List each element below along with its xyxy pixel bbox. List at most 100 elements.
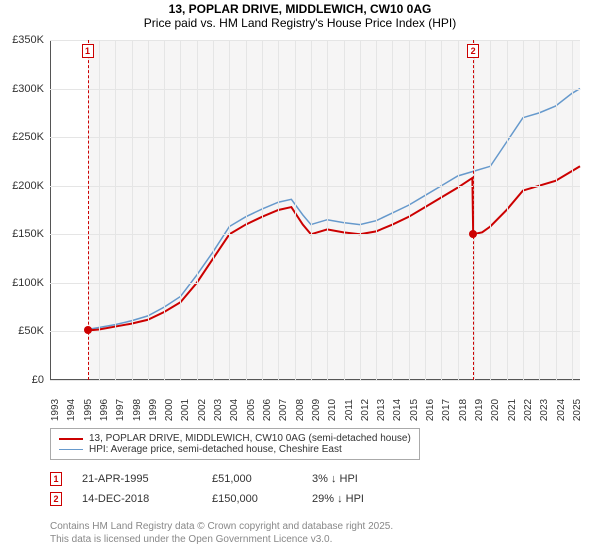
chart-svg (50, 40, 580, 380)
legend: 13, POPLAR DRIVE, MIDDLEWICH, CW10 0AG (… (50, 428, 580, 460)
grid-line-v (229, 40, 230, 380)
footer: Contains HM Land Registry data © Crown c… (50, 520, 580, 546)
x-tick-label: 2014 (392, 399, 403, 421)
x-tick-label: 1999 (148, 399, 159, 421)
y-axis-line (50, 40, 51, 380)
legend-box: 13, POPLAR DRIVE, MIDDLEWICH, CW10 0AG (… (50, 428, 420, 460)
x-tick-label: 2024 (556, 399, 567, 421)
marker-label: 2 (467, 44, 479, 58)
grid-line-v (490, 40, 491, 380)
y-tick-label: £0 (32, 374, 44, 386)
marker-point (84, 326, 92, 334)
x-tick-label: 2020 (490, 399, 501, 421)
grid-line-v (327, 40, 328, 380)
x-tick-label: 2025 (572, 399, 583, 421)
grid-line-h (50, 186, 580, 187)
x-tick-label: 2004 (229, 399, 240, 421)
x-tick-label: 2006 (262, 399, 273, 421)
legend-label: 13, POPLAR DRIVE, MIDDLEWICH, CW10 0AG (… (89, 433, 411, 444)
legend-row: HPI: Average price, semi-detached house,… (59, 444, 411, 455)
transaction-price: £150,000 (212, 493, 292, 505)
x-tick-label: 1997 (115, 399, 126, 421)
marker-vline (473, 40, 474, 380)
x-tick-label: 2008 (295, 399, 306, 421)
grid-line-h (50, 89, 580, 90)
grid-line-v (360, 40, 361, 380)
grid-line-v (523, 40, 524, 380)
x-tick-label: 2002 (197, 399, 208, 421)
grid-line-v (425, 40, 426, 380)
transaction-date: 14-DEC-2018 (82, 493, 192, 505)
x-tick-label: 2011 (344, 399, 355, 421)
x-tick-label: 2021 (507, 399, 518, 421)
grid-line-v (180, 40, 181, 380)
y-tick-label: £50K (18, 325, 44, 337)
grid-line-v (572, 40, 573, 380)
grid-line-v (441, 40, 442, 380)
y-tick-label: £350K (12, 34, 44, 46)
footer-line1: Contains HM Land Registry data © Crown c… (50, 520, 580, 533)
title-line2: Price paid vs. HM Land Registry's House … (0, 16, 600, 30)
grid-line-v (246, 40, 247, 380)
grid-line-h (50, 331, 580, 332)
x-tick-label: 2019 (474, 399, 485, 421)
grid-line-v (278, 40, 279, 380)
grid-line-v (262, 40, 263, 380)
y-tick-label: £100K (12, 277, 44, 289)
x-tick-label: 2012 (360, 399, 371, 421)
y-axis-labels: £0£50K£100K£150K£200K£250K£300K£350K (0, 40, 48, 380)
grid-line-v (295, 40, 296, 380)
y-tick-label: £300K (12, 83, 44, 95)
x-tick-label: 2000 (164, 399, 175, 421)
chart-title-block: 13, POPLAR DRIVE, MIDDLEWICH, CW10 0AG P… (0, 0, 600, 30)
x-tick-label: 1995 (83, 399, 94, 421)
transaction-row: 2 14-DEC-2018 £150,000 29% ↓ HPI (50, 492, 580, 506)
grid-line-v (376, 40, 377, 380)
legend-swatch (59, 438, 83, 440)
x-tick-label: 2009 (311, 399, 322, 421)
x-tick-label: 2010 (327, 399, 338, 421)
grid-line-v (409, 40, 410, 380)
title-line1: 13, POPLAR DRIVE, MIDDLEWICH, CW10 0AG (0, 2, 600, 16)
footer-line2: This data is licensed under the Open Gov… (50, 533, 580, 546)
legend-row: 13, POPLAR DRIVE, MIDDLEWICH, CW10 0AG (… (59, 433, 411, 444)
grid-line-h (50, 40, 580, 41)
transaction-pct: 29% ↓ HPI (312, 493, 402, 505)
grid-line-v (556, 40, 557, 380)
x-tick-label: 2003 (213, 399, 224, 421)
legend-swatch (59, 449, 83, 451)
x-tick-label: 2018 (458, 399, 469, 421)
x-tick-label: 2022 (523, 399, 534, 421)
x-axis-labels: 1993199419951996199719981999200020012002… (50, 382, 580, 422)
grid-line-v (132, 40, 133, 380)
x-tick-label: 2023 (539, 399, 550, 421)
x-tick-label: 2017 (441, 399, 452, 421)
x-tick-label: 1994 (66, 399, 77, 421)
legend-label: HPI: Average price, semi-detached house,… (89, 444, 342, 455)
transaction-pct: 3% ↓ HPI (312, 473, 402, 485)
transaction-marker: 2 (50, 492, 62, 506)
grid-line-v (344, 40, 345, 380)
grid-line-v (507, 40, 508, 380)
y-tick-label: £200K (12, 180, 44, 192)
x-tick-label: 2005 (246, 399, 257, 421)
grid-line-v (99, 40, 100, 380)
chart-area: 12 (50, 40, 580, 380)
transaction-rows: 121-APR-1995£51,0003% ↓ HPI 2 14-DEC-2018 £… (50, 472, 580, 512)
x-tick-label: 2015 (409, 399, 420, 421)
y-tick-label: £150K (12, 228, 44, 240)
marker-label: 1 (82, 44, 94, 58)
y-tick-label: £250K (12, 131, 44, 143)
grid-line-h (50, 234, 580, 235)
x-tick-label: 2013 (376, 399, 387, 421)
marker-point (469, 230, 477, 238)
grid-line-v (115, 40, 116, 380)
grid-line-v (164, 40, 165, 380)
grid-line-h (50, 137, 580, 138)
transaction-row: 121-APR-1995£51,0003% ↓ HPI (50, 472, 580, 486)
x-tick-label: 2016 (425, 399, 436, 421)
grid-line-h (50, 283, 580, 284)
x-tick-label: 2007 (278, 399, 289, 421)
grid-line-h (50, 380, 580, 381)
grid-line-v (148, 40, 149, 380)
